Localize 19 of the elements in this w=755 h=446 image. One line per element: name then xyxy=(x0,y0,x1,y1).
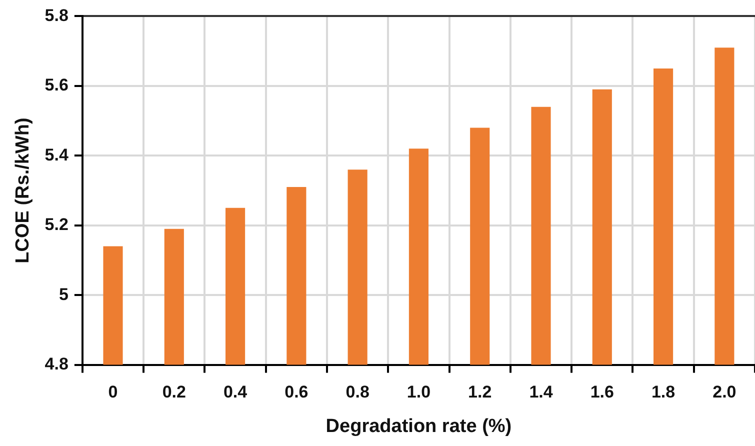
y-axis-title: LCOE (Rs./kWh) xyxy=(12,118,34,264)
y-tick-label: 5.6 xyxy=(44,76,68,95)
x-tick-label: 0.6 xyxy=(284,382,308,402)
x-tick-label: 0.2 xyxy=(162,382,186,402)
y-tick-label: 4.8 xyxy=(44,354,68,374)
x-tick-label: 1.4 xyxy=(529,382,554,402)
y-tick-label: 5.4 xyxy=(44,145,69,164)
x-tick-label: 0 xyxy=(108,382,118,402)
x-axis-title: Degradation rate (%) xyxy=(326,416,512,437)
y-tick-label: 5 xyxy=(58,284,68,304)
y-tick-label: 5.2 xyxy=(44,215,68,234)
x-tick-label: 0.4 xyxy=(223,382,248,402)
x-tick-label: 2.0 xyxy=(712,382,736,402)
x-tick-label: 0.8 xyxy=(346,382,370,402)
x-tick-label: 1.2 xyxy=(468,382,492,402)
x-tick-label: 1.0 xyxy=(406,382,431,402)
x-tick-label: 1.6 xyxy=(590,382,614,402)
x-tick-label: 1.8 xyxy=(651,382,676,402)
y-tick-label: 5.8 xyxy=(44,6,68,25)
